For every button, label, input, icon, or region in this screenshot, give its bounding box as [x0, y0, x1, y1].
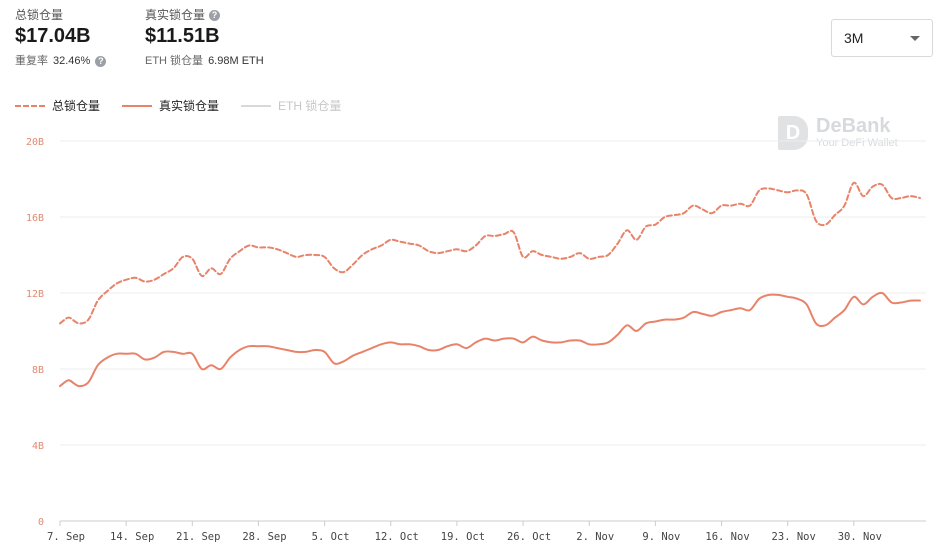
question-circle-icon[interactable]: ?	[209, 9, 221, 21]
y-tick-label: 0	[38, 517, 44, 528]
x-tick-label: 26. Oct	[507, 531, 551, 543]
y-tick-label: 12B	[26, 289, 44, 300]
reuse-rate-value: 32.46%	[53, 55, 91, 67]
legend-swatch-grey	[241, 104, 272, 107]
real-locked-stat: 真实锁仓量 ? $11.51B ETH 锁仓量 6.98M ETH	[145, 8, 264, 68]
y-tick-label: 8B	[32, 365, 44, 376]
chart-series	[59, 181, 921, 388]
x-tick-label: 14. Sep	[110, 531, 154, 543]
watermark-text: DeBank Your DeFi Wallet	[816, 116, 898, 150]
legend-label-total: 总锁仓量	[52, 99, 101, 113]
chart-grid	[60, 140, 926, 522]
watermark-tagline: Your DeFi Wallet	[816, 137, 898, 149]
legend-label-eth: ETH 锁仓量	[278, 99, 342, 113]
real-locked-value: $11.51B	[145, 25, 220, 47]
legend-label-real: 真实锁仓量	[159, 99, 220, 113]
reuse-rate-label: 重复率	[15, 55, 48, 67]
eth-locked: ETH 锁仓量 6.98M ETH	[145, 54, 264, 68]
x-tick-label: 19. Oct	[441, 531, 485, 543]
legend-swatch-solid	[122, 104, 153, 107]
x-tick-label: 16. Nov	[705, 531, 749, 543]
eth-locked-value: 6.98M ETH	[208, 55, 264, 67]
y-tick-label: 4B	[32, 441, 44, 452]
x-tick-label: 21. Sep	[176, 531, 220, 543]
range-select[interactable]: 3M	[831, 19, 933, 57]
x-axis-ticks: 7. Sep 14. Sep 21. Sep 28. Sep 5. Oct 12. Oct…	[47, 521, 882, 543]
x-tick-label: 7. Sep	[47, 531, 85, 543]
legend-swatch-dashed	[15, 104, 45, 107]
legend-item-eth[interactable]: ETH 锁仓量	[241, 97, 341, 114]
question-circle-icon[interactable]: ?	[95, 55, 107, 67]
legend-item-real[interactable]: 真实锁仓量	[122, 97, 219, 114]
x-tick-label: 2. Nov	[576, 531, 614, 543]
chevron-down-icon	[910, 35, 920, 41]
y-tick-label: 16B	[26, 213, 44, 224]
x-tick-label: 12. Oct	[375, 531, 419, 543]
x-tick-label: 23. Nov	[772, 531, 816, 543]
total-locked-stat: 总锁仓量 $17.04B 重复率 32.46% ?	[15, 8, 107, 68]
eth-locked-label: ETH 锁仓量	[145, 55, 204, 67]
series-line-0	[59, 181, 921, 325]
total-locked-label: 总锁仓量	[15, 8, 64, 22]
x-tick-label: 30. Nov	[838, 531, 882, 543]
real-locked-label-row: 真实锁仓量 ?	[145, 8, 264, 22]
debank-logo-icon: D	[778, 116, 808, 150]
series-line-1	[59, 291, 921, 388]
debank-watermark: D DeBank Your DeFi Wallet	[778, 116, 898, 150]
y-axis-ticks: 0 4B 8B 12B 16B 20B	[26, 137, 44, 528]
y-tick-label: 20B	[26, 137, 44, 148]
reuse-rate: 重复率 32.46% ?	[15, 54, 107, 68]
total-locked-value: $17.04B	[15, 25, 91, 47]
x-tick-label: 28. Sep	[242, 531, 286, 543]
legend-item-total[interactable]: 总锁仓量	[15, 97, 100, 114]
x-tick-label: 9. Nov	[642, 531, 680, 543]
range-select-value: 3M	[844, 30, 864, 46]
real-locked-label: 真实锁仓量	[145, 8, 206, 22]
chart-legend: 总锁仓量 真实锁仓量 ETH 锁仓量	[15, 97, 341, 114]
x-tick-label: 5. Oct	[312, 531, 350, 543]
watermark-name: DeBank	[816, 115, 891, 137]
